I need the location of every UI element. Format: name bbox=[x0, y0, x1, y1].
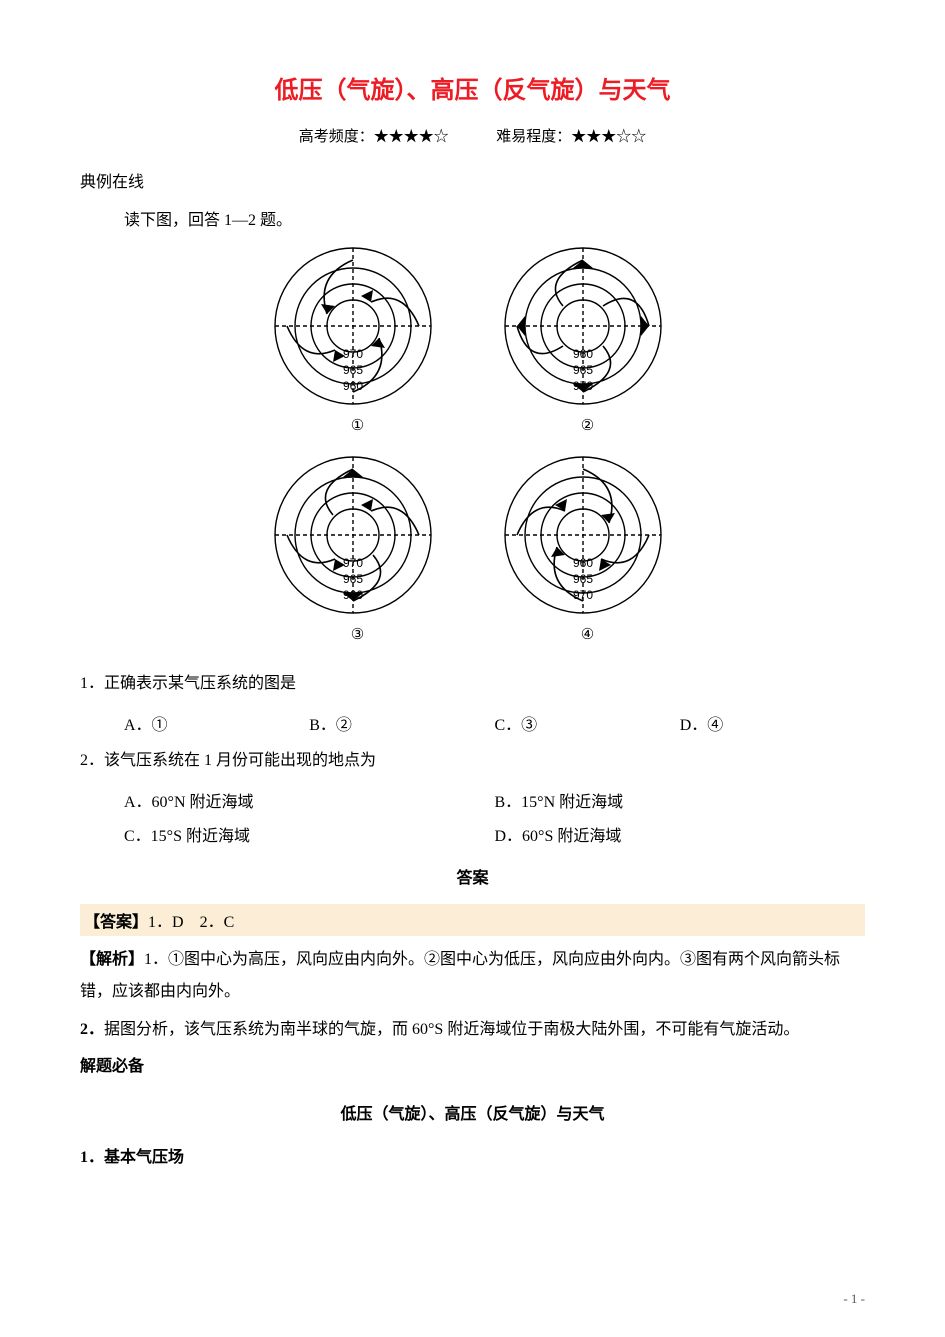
explain-1-text: 1．①图中心为高压，风向应由内向外。②图中心为低压，风向应由外向内。③图有两个风… bbox=[80, 951, 840, 1000]
q1-opt-d: D．④ bbox=[680, 711, 865, 735]
page-title: 低压（气旋）、高压（反气旋）与天气 bbox=[80, 70, 865, 105]
section-1: 1．基本气压场 bbox=[80, 1144, 865, 1173]
d4-v1: 960 bbox=[572, 556, 592, 570]
d1-v3: 960 bbox=[342, 379, 362, 393]
d1-v2: 965 bbox=[342, 363, 362, 377]
explanation-1: 【解析】1．①图中心为高压，风向应由内向外。②图中心为低压，风向应由外向内。③图… bbox=[80, 944, 865, 1008]
freq-stars: ★★★★☆ bbox=[374, 129, 449, 145]
page-number: - 1 - bbox=[843, 1291, 865, 1307]
answer-key-label: 【答案】 bbox=[84, 914, 148, 931]
explain-2-num: 2． bbox=[80, 1021, 104, 1038]
question-2: 2．该气压系统在 1 月份可能出现的地点为 bbox=[80, 747, 865, 776]
prep-heading: 解题必备 bbox=[80, 1052, 865, 1076]
answer-highlight: 【答案】1．D 2．C bbox=[80, 904, 865, 936]
diagram-3-label: ③ bbox=[263, 625, 453, 644]
q1-opt-b: B．② bbox=[309, 711, 494, 735]
question-2-options: A．60°N 附近海域 B．15°N 附近海域 C．15°S 附近海域 D．60… bbox=[124, 788, 865, 846]
diagram-1-svg: 970 965 960 bbox=[263, 244, 443, 414]
d1-v1: 970 bbox=[342, 347, 362, 361]
diagram-1-label: ① bbox=[263, 416, 453, 435]
diagram-2-label: ② bbox=[493, 416, 683, 435]
example-heading: 典例在线 bbox=[80, 168, 865, 192]
question-1: 1．正确表示某气压系统的图是 bbox=[80, 670, 865, 699]
answer-key-text: 1．D 2．C bbox=[148, 914, 234, 931]
diagram-3-svg: 970 965 960 bbox=[263, 453, 443, 623]
diagram-2: 960 965 970 ② bbox=[493, 244, 683, 435]
answer-heading: 答案 bbox=[80, 864, 865, 888]
instruction-text: 读下图，回答 1—2 题。 bbox=[124, 206, 865, 230]
diff-label: 难易程度： bbox=[496, 129, 571, 145]
q2-opt-d: D．60°S 附近海域 bbox=[495, 822, 866, 846]
diagram-grid: 970 965 960 ① bbox=[263, 244, 683, 644]
q2-opt-c: C．15°S 附近海域 bbox=[124, 822, 495, 846]
diagram-4-svg: 960 965 970 bbox=[493, 453, 673, 623]
q1-opt-c: C．③ bbox=[495, 711, 680, 735]
q1-opt-a: A．① bbox=[124, 711, 309, 735]
explanation-2: 2．据图分析，该气压系统为南半球的气旋，而 60°S 附近海域位于南极大陆外围，… bbox=[80, 1014, 865, 1046]
sub-title: 低压（气旋）、高压（反气旋）与天气 bbox=[80, 1100, 865, 1124]
diagram-1: 970 965 960 ① bbox=[263, 244, 453, 435]
d2-v2: 965 bbox=[572, 363, 592, 377]
q2-opt-b: B．15°N 附近海域 bbox=[495, 788, 866, 812]
d4-v3: 970 bbox=[572, 588, 592, 602]
diagram-3: 970 965 960 ③ bbox=[263, 453, 453, 644]
d4-v2: 965 bbox=[572, 572, 592, 586]
d2-v3: 970 bbox=[572, 379, 592, 393]
diagram-4-label: ④ bbox=[493, 625, 683, 644]
diagram-4: 960 965 970 ④ bbox=[493, 453, 683, 644]
d3-v1: 970 bbox=[342, 556, 362, 570]
d3-v2: 965 bbox=[342, 572, 362, 586]
d3-v3: 960 bbox=[342, 588, 362, 602]
explain-label: 【解析】 bbox=[80, 951, 144, 968]
q2-opt-a: A．60°N 附近海域 bbox=[124, 788, 495, 812]
d2-v1: 960 bbox=[572, 347, 592, 361]
question-1-options: A．① B．② C．③ D．④ bbox=[124, 711, 865, 735]
diff-stars: ★★★☆☆ bbox=[571, 129, 646, 145]
ratings-line: 高考频度：★★★★☆ 难易程度：★★★☆☆ bbox=[80, 125, 865, 146]
explain-2-text: 据图分析，该气压系统为南半球的气旋，而 60°S 附近海域位于南极大陆外围，不可… bbox=[104, 1021, 799, 1038]
freq-label: 高考频度： bbox=[299, 129, 374, 145]
diagram-2-svg: 960 965 970 bbox=[493, 244, 673, 414]
